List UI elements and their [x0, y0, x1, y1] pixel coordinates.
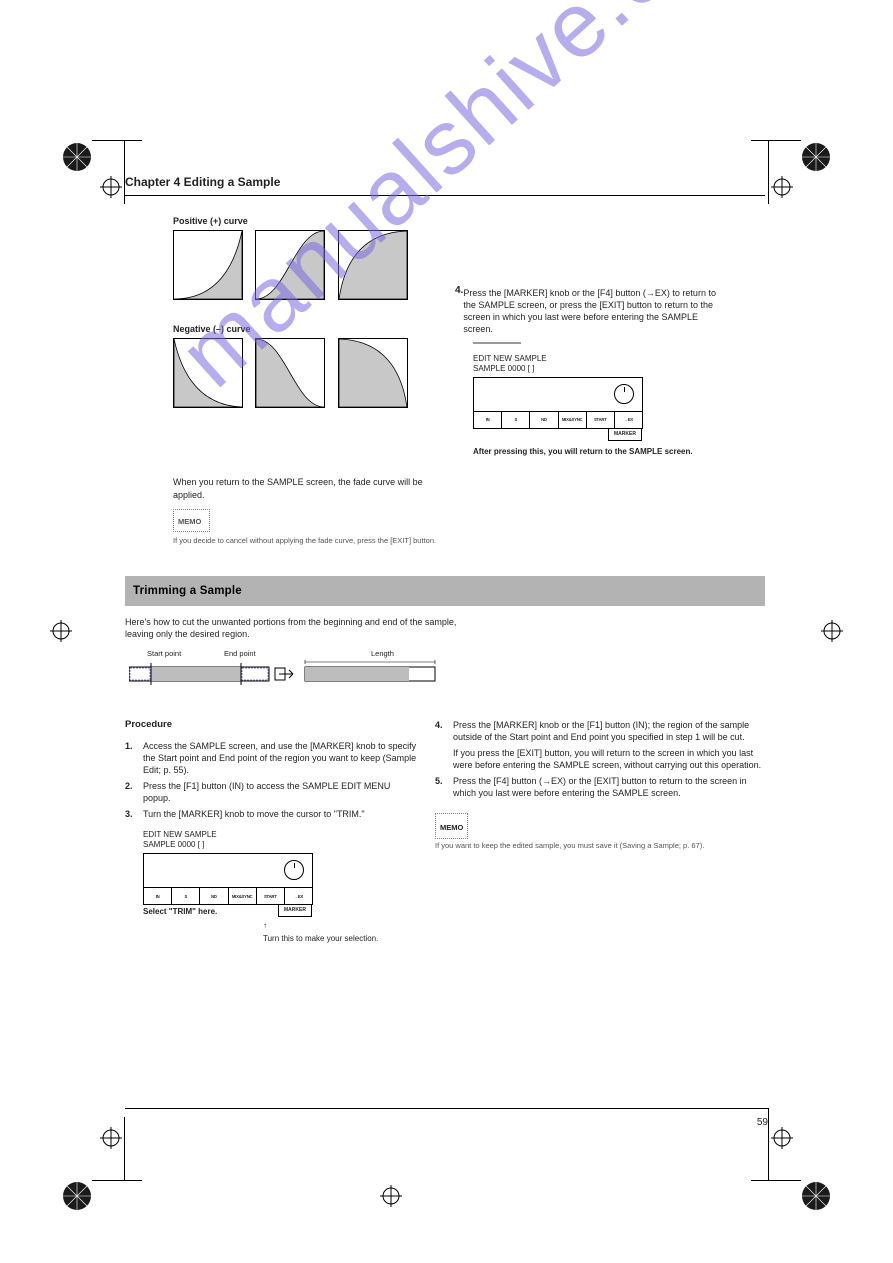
divider [473, 342, 521, 344]
crosshair-icon [100, 1127, 122, 1149]
page-footer: 59 [125, 1108, 768, 1128]
diagram-label: Length [371, 649, 394, 658]
right-column: 4. Press the [MARKER] knob or the [F1] b… [435, 719, 765, 917]
memo-text: If you want to keep the edited sample, y… [435, 841, 765, 850]
marker-label: MARKER [608, 428, 642, 441]
ui-title-line: EDIT NEW SAMPLE [473, 354, 725, 364]
step-number: 4. [435, 719, 453, 743]
curve-thumbnail [255, 338, 325, 408]
step-number [435, 747, 453, 771]
crop-line [92, 1180, 142, 1181]
curve-thumbnail [173, 230, 243, 300]
procedure-step: 3. Turn the [MARKER] knob to move the cu… [125, 808, 417, 820]
marker-knob-icon [614, 384, 634, 404]
procedure-heading: Procedure [125, 719, 417, 730]
procedure-step: 2. Press the [F1] button (IN) to access … [125, 780, 417, 804]
reg-mark-icon [60, 1179, 94, 1213]
step-4-block: 4. Press the [MARKER] knob or the [F4] b… [455, 285, 725, 456]
ui-cell: ND [200, 888, 228, 904]
figure-arrow-caption: ↑ Turn this to make your selection. [263, 925, 417, 943]
diagram-label: Start point [147, 649, 181, 658]
curve-thumbnail [338, 338, 408, 408]
ui-cell: ND [530, 412, 558, 428]
section-lead: Here's how to cut the unwanted portions … [125, 616, 485, 640]
page-number: 59 [125, 1117, 768, 1128]
ui-cell: S [172, 888, 200, 904]
crosshair-icon [771, 1127, 793, 1149]
ui-cell: IN [144, 888, 172, 904]
marker-label: MARKER [278, 904, 312, 917]
crop-line [768, 140, 769, 204]
curve-row-label: Negative (–) curve [173, 324, 251, 334]
step-text: Turn the [MARKER] knob to move the curso… [143, 808, 365, 820]
memo-label: MEMO [440, 823, 463, 832]
section-heading: Trimming a Sample [125, 576, 765, 606]
crosshair-icon [771, 176, 793, 198]
ui-panel-figure: IN S ND MIX&SYNC START →EX MARKER [143, 853, 313, 905]
trim-diagram: Start point End point Length [129, 659, 459, 691]
divider [125, 1108, 768, 1109]
curve-thumbnail [255, 230, 325, 300]
ui-cell: →EX [285, 888, 312, 904]
crosshair-icon [821, 620, 843, 642]
memo-label: MEMO [178, 517, 201, 528]
procedure-step: 5. Press the [F4] button (→EX) or the [E… [435, 775, 765, 799]
marker-knob-icon [284, 860, 304, 880]
ui-cell: IN [474, 412, 502, 428]
ui-sample-line: SAMPLE 0000 [ ] [143, 840, 417, 850]
crop-line [751, 1180, 801, 1181]
diagram-label: End point [224, 649, 256, 658]
step-number: 2. [125, 780, 143, 804]
ui-cell: MIX&SYNC [559, 412, 587, 428]
ui-cell: START [257, 888, 285, 904]
divider [125, 195, 765, 196]
step-number: 5. [435, 775, 453, 799]
step-text: Press the [F4] button (→EX) or the [EXIT… [453, 775, 765, 799]
step-text: Press the [F1] button (IN) to access the… [143, 780, 417, 804]
ui-cell: S [502, 412, 530, 428]
reg-mark-icon [799, 1179, 833, 1213]
step-number: 4. [455, 285, 463, 336]
crop-line [751, 140, 801, 141]
figure-caption: After pressing this, you will return to … [473, 447, 725, 456]
trim-diagram-svg [129, 659, 459, 689]
page: Chapter 4 Editing a Sample Positive (+) … [0, 0, 893, 1263]
ui-panel-figure: IN S ND MIX&SYNC START →EX MARKER [473, 377, 643, 429]
chapter-header: Chapter 4 Editing a Sample [125, 175, 765, 189]
step-text: Press the [MARKER] knob or the [F4] butt… [463, 287, 725, 336]
crosshair-icon [100, 176, 122, 198]
crop-line [92, 140, 142, 141]
ui-cell: START [587, 412, 615, 428]
content-area: Chapter 4 Editing a Sample Positive (+) … [125, 175, 765, 916]
reg-mark-icon [799, 140, 833, 174]
curve-row-label: Positive (+) curve [173, 216, 248, 226]
curve-thumbnail [173, 338, 243, 408]
crosshair-icon [50, 620, 72, 642]
ui-sample-line: SAMPLE 0000 [ ] [473, 364, 725, 374]
reg-mark-icon [60, 140, 94, 174]
step-number: 3. [125, 808, 143, 820]
step-number: 1. [125, 740, 143, 776]
ui-cell: MIX&SYNC [229, 888, 257, 904]
two-column: Procedure 1. Access the SAMPLE screen, a… [125, 719, 765, 917]
procedure-step: If you press the [EXIT] button, you will… [435, 747, 765, 771]
step-text: If you press the [EXIT] button, you will… [453, 747, 765, 771]
curve-thumbnail [338, 230, 408, 300]
sample-note: When you return to the SAMPLE screen, th… [173, 476, 443, 546]
step-text: Press the [MARKER] knob or the [F1] butt… [453, 719, 765, 743]
note-body: When you return to the SAMPLE screen, th… [173, 476, 443, 501]
step-text: Access the SAMPLE screen, and use the [M… [143, 740, 417, 776]
left-column: Procedure 1. Access the SAMPLE screen, a… [125, 719, 435, 917]
procedure-step: 4. Press the [MARKER] knob or the [F1] b… [435, 719, 765, 743]
memo-text: If you decide to cancel without applying… [173, 536, 443, 547]
footer-tick [768, 1108, 769, 1148]
ui-title-line: EDIT NEW SAMPLE [143, 830, 417, 840]
ui-cell: →EX [615, 412, 642, 428]
crosshair-icon [380, 1185, 402, 1207]
procedure-step: 1. Access the SAMPLE screen, and use the… [125, 740, 417, 776]
